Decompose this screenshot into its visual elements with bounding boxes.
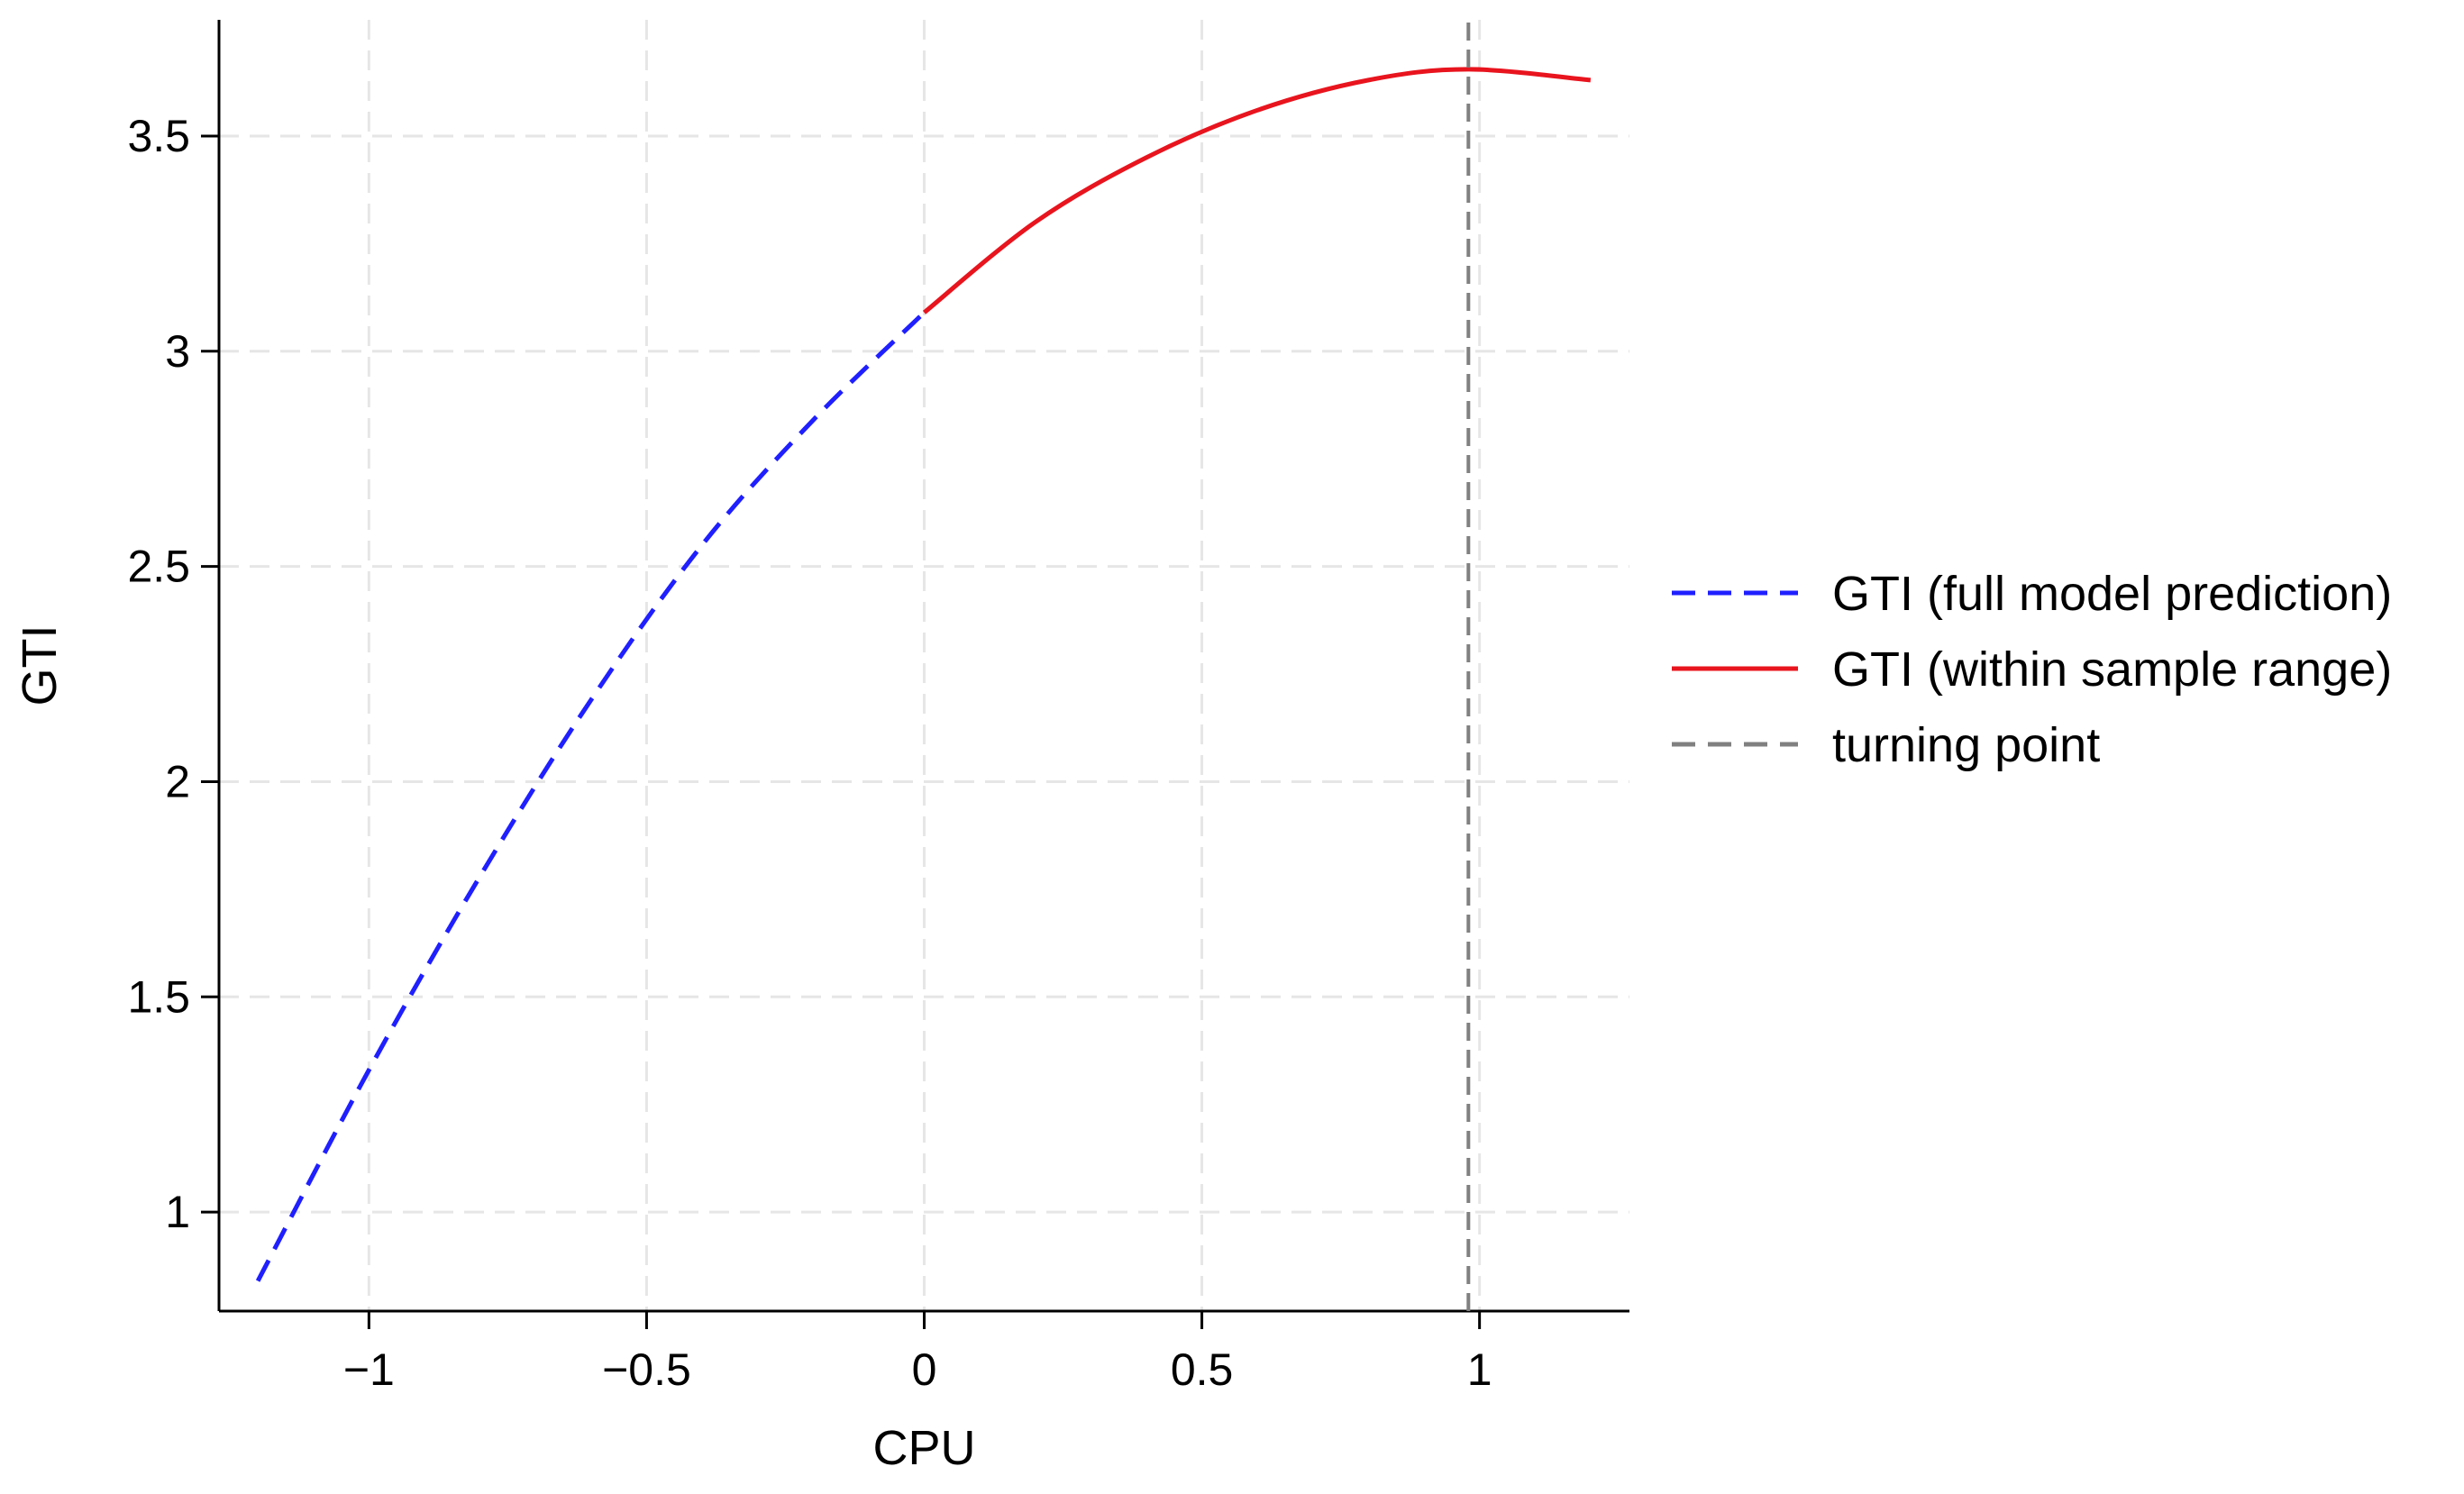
y-tick-label: 3.5	[127, 111, 190, 161]
y-tick-label: 1.5	[127, 971, 190, 1022]
y-tick-label: 1	[165, 1187, 190, 1237]
legend-label: GTI (within sample range)	[1832, 642, 2392, 697]
axes-layer: −1 −0.5 0 0.5 1 1 1.5 2 2.5 3 3.5	[127, 20, 1629, 1395]
grid-layer	[219, 20, 1629, 1311]
x-tick-label: −0.5	[602, 1344, 691, 1395]
series-full-model-prediction	[255, 311, 926, 1282]
y-tick-label: 2.5	[127, 542, 190, 592]
y-axis-title: GTI	[13, 625, 67, 706]
y-tick-label: 2	[165, 756, 190, 806]
y-tick-label: 3	[165, 326, 190, 377]
x-tick-label: −1	[343, 1344, 395, 1395]
legend-label: GTI (full model prediction)	[1832, 567, 2392, 621]
legend-label: turning point	[1832, 718, 2100, 772]
series-within-sample-range	[922, 67, 1592, 314]
x-axis-title: CPU	[872, 1421, 975, 1475]
x-tick-label: 0.5	[1171, 1344, 1234, 1395]
legend: GTI (full model prediction) GTI (within s…	[1672, 567, 2392, 772]
x-tick-label: 0	[912, 1344, 937, 1395]
series-layer	[255, 20, 1592, 1311]
x-tick-label: 1	[1467, 1344, 1492, 1395]
